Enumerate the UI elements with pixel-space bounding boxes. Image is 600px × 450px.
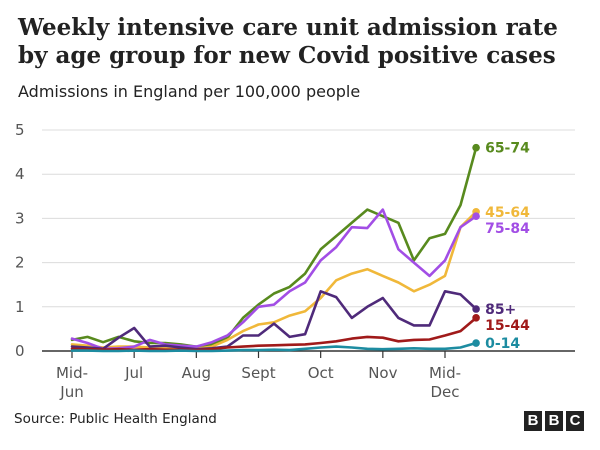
y-axis-ticks: 0 1 2 3 4 5 xyxy=(15,121,25,360)
series-endpoint-75-84 xyxy=(472,212,480,220)
series-endpoint-0-14 xyxy=(472,339,480,347)
series-label-15-44: 15-44 xyxy=(485,318,530,334)
series-line-0-14 xyxy=(70,341,478,353)
source-note: Source: Public Health England xyxy=(14,411,217,427)
grid-lines xyxy=(42,129,575,352)
y-tick-label: 3 xyxy=(15,209,25,227)
chart-subtitle: Admissions in England per 100,000 people xyxy=(18,82,361,101)
x-tick-label: Oct xyxy=(308,364,334,382)
x-tick-label: Jun xyxy=(59,383,83,401)
chart-title: Weekly intensive care unit admission rat… xyxy=(18,14,558,69)
series-line-75-84 xyxy=(70,208,478,351)
x-tick-label: Mid- xyxy=(56,364,88,382)
series-label-45-64: 45-64 xyxy=(485,205,530,221)
series-label-65-74: 65-74 xyxy=(485,141,530,157)
x-tick-label: Dec xyxy=(430,383,459,401)
series-label-75-84: 75-84 xyxy=(485,221,530,237)
series-line-45-64 xyxy=(70,210,478,351)
x-tick-label: Sept xyxy=(241,364,275,382)
bbc-logo-letter: C xyxy=(566,411,584,431)
bbc-logo: B B C xyxy=(524,411,584,431)
x-tick-label: Mid- xyxy=(429,364,461,382)
series-endpoint-85+ xyxy=(472,305,480,313)
bbc-logo-letter: B xyxy=(545,411,563,431)
y-tick-label: 4 xyxy=(15,165,25,183)
series-endpoint-65-74 xyxy=(472,143,480,152)
bbc-logo-letter: B xyxy=(524,411,542,431)
x-tick-label: Aug xyxy=(182,364,211,382)
x-tick-label: Nov xyxy=(368,364,397,382)
y-tick-label: 0 xyxy=(15,342,25,360)
series-label-85+: 85+ xyxy=(485,302,516,318)
series-line-65-74 xyxy=(70,146,478,348)
y-tick-label: 5 xyxy=(15,121,25,139)
y-tick-label: 1 xyxy=(15,298,25,316)
series-endpoint-15-44 xyxy=(472,314,480,322)
series-label-0-14: 0-14 xyxy=(485,336,520,352)
series-line-85+ xyxy=(70,289,478,351)
series-lines xyxy=(70,143,480,353)
x-tick-label: Jul xyxy=(124,364,143,382)
y-tick-label: 2 xyxy=(15,254,25,272)
